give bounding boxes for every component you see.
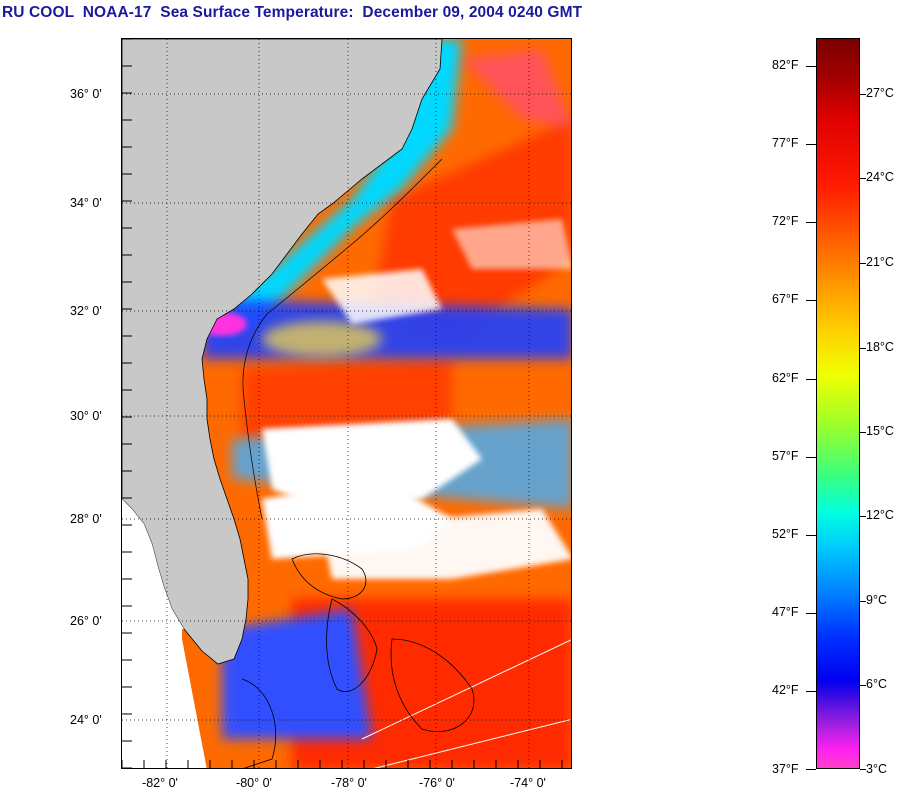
colorbar-c-tick [860, 432, 866, 433]
cuba-contour [241, 678, 277, 768]
colorbar-f-label-47: 47°F [772, 605, 799, 619]
shelf-edge-contour [242, 158, 443, 520]
lon-label-76w: -76° 0' [419, 776, 455, 790]
colorbar-f-tick [806, 691, 816, 692]
colorbar-f-label-57: 57°F [772, 449, 799, 463]
bahamas-contour-2 [326, 598, 378, 692]
swath-track-line-2 [371, 718, 571, 768]
yellow-patch [262, 321, 382, 357]
warm-band-30n [242, 359, 452, 439]
bahamas-contour-1 [291, 553, 367, 600]
lat-label-30n: 30° 0' [70, 409, 102, 423]
lon-label-74w: -74° 0' [510, 776, 546, 790]
lat-label-24n: 24° 0' [70, 713, 102, 727]
cloud-region-3 [322, 509, 571, 579]
colorbar-c-label-21: 21°C [866, 255, 894, 269]
colorbar-c-tick [860, 94, 866, 95]
colorbar-c-label-18: 18°C [866, 340, 894, 354]
colorbar-f-tick [806, 222, 816, 223]
lat-label-28n: 28° 0' [70, 512, 102, 526]
sst-map[interactable] [121, 38, 572, 769]
colorbar-f-label-77: 77°F [772, 136, 799, 150]
magenta-north-patch [462, 49, 571, 129]
colorbar-c-tick [860, 263, 866, 264]
colorbar-f-label-62: 62°F [772, 371, 799, 385]
colorbar-c-tick [860, 178, 866, 179]
colorbar-c-label-24: 24°C [866, 170, 894, 184]
colorbar-f-label-52: 52°F [772, 527, 799, 541]
colorbar-f-tick [806, 535, 816, 536]
lat-label-34n: 34° 0' [70, 196, 102, 210]
colorbar-c-label-15: 15°C [866, 424, 894, 438]
colorbar-f-tick [806, 300, 816, 301]
colorbar-c-label-3: 3°C [866, 762, 887, 776]
lat-label-32n: 32° 0' [70, 304, 102, 318]
colorbar-f-tick [806, 379, 816, 380]
colorbar-c-label-12: 12°C [866, 508, 894, 522]
colorbar-c-tick [860, 769, 866, 770]
swath-track-line-1 [361, 638, 571, 740]
colorbar-f-label-82: 82°F [772, 58, 799, 72]
colorbar-f-label-42: 42°F [772, 683, 799, 697]
colorbar-c-tick [860, 601, 866, 602]
lat-label-36n: 36° 0' [70, 87, 102, 101]
temperature-colorbar [816, 38, 860, 769]
cloud-region-1 [262, 419, 482, 509]
lat-label-26n: 26° 0' [70, 614, 102, 628]
colorbar-c-tick [860, 685, 866, 686]
colorbar-c-label-9: 9°C [866, 593, 887, 607]
colorbar-f-label-67: 67°F [772, 292, 799, 306]
lon-label-82w: -82° 0' [142, 776, 178, 790]
colorbar-f-tick [806, 66, 816, 67]
cloud-region-5 [452, 219, 571, 269]
colorbar-c-label-27: 27°C [866, 86, 894, 100]
land-florida-keys-area [122, 499, 184, 639]
bahamas-contour-3 [390, 638, 475, 732]
colorbar-c-tick [860, 348, 866, 349]
colorbar-f-tick [806, 613, 816, 614]
sst-map-canvas [122, 39, 571, 768]
cool-bahamas-region [222, 609, 372, 739]
colorbar-f-label-37: 37°F [772, 762, 799, 776]
page-title: RU COOL NOAA-17 Sea Surface Temperature:… [2, 4, 583, 21]
colorbar-c-tick [860, 516, 866, 517]
lon-label-78w: -78° 0' [331, 776, 367, 790]
colorbar-f-tick [806, 457, 816, 458]
cloud-region-4 [322, 269, 442, 324]
colorbar-f-label-72: 72°F [772, 214, 799, 228]
colorbar-f-tick [806, 769, 816, 770]
lon-label-80w: -80° 0' [236, 776, 272, 790]
colorbar-c-label-6: 6°C [866, 677, 887, 691]
colorbar-f-tick [806, 144, 816, 145]
